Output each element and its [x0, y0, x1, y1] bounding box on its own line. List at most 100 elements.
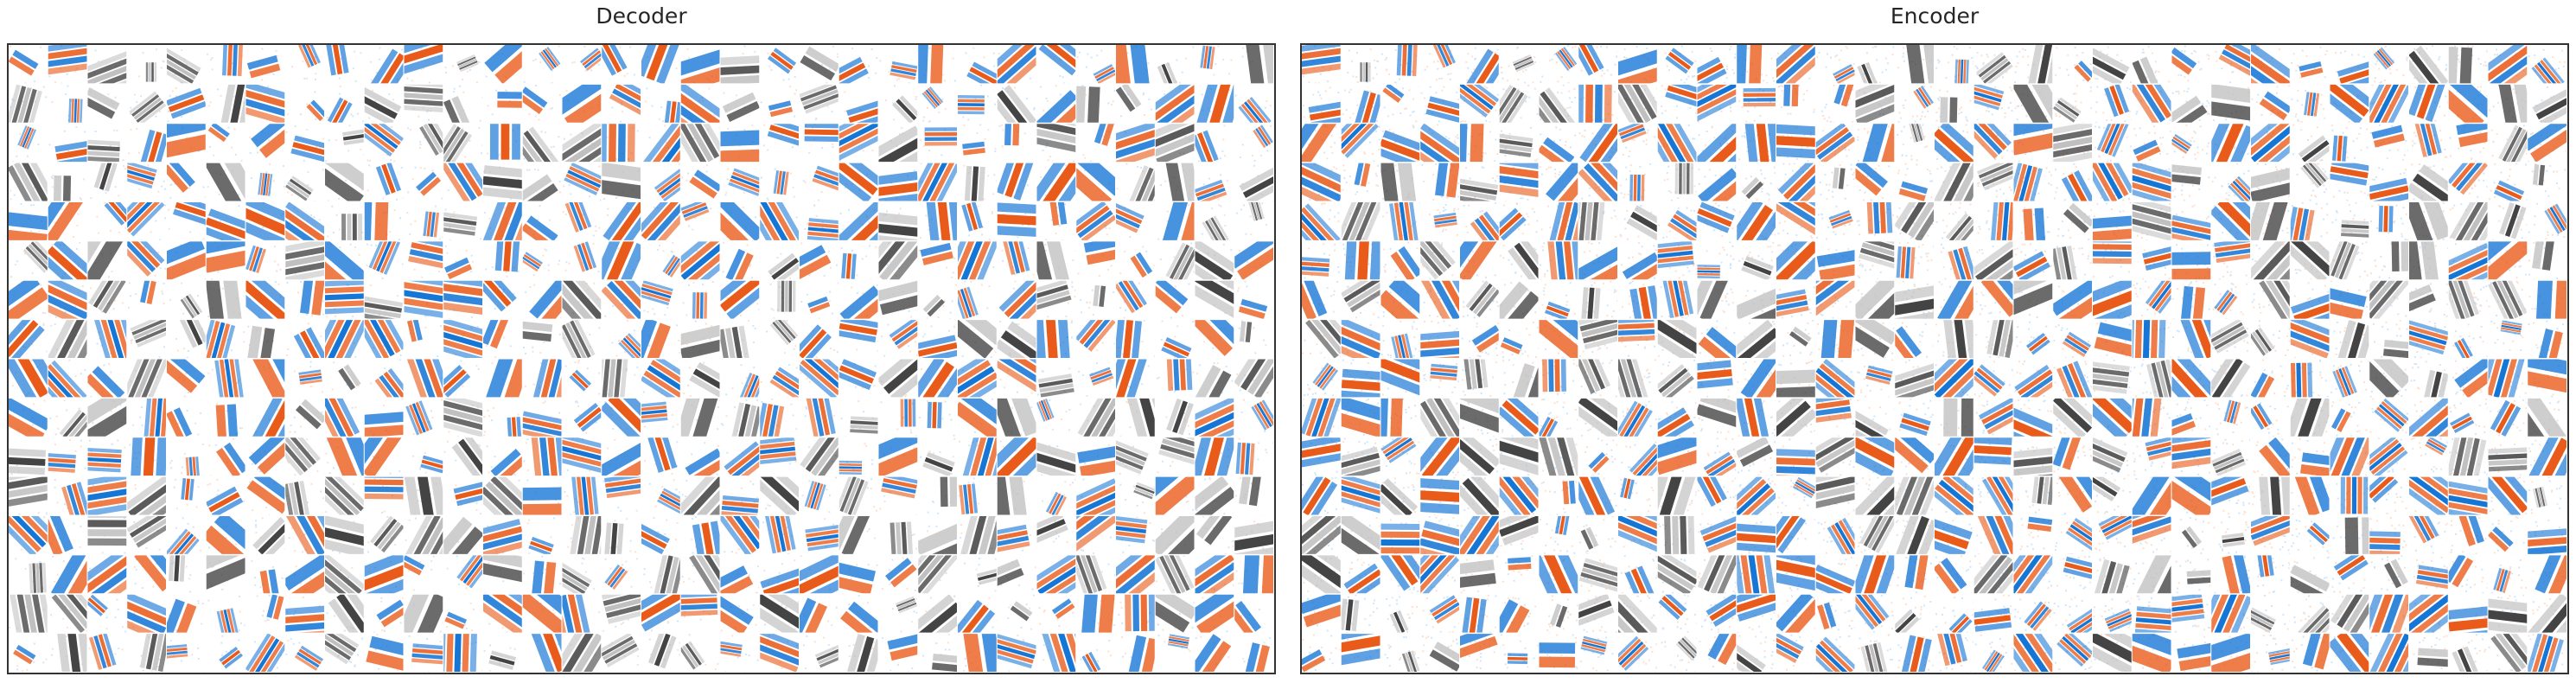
- filter-tile: [1077, 240, 1115, 278]
- filter-tile: [1697, 84, 1737, 123]
- filter-tile: [1937, 280, 1973, 319]
- filter-tile: [1776, 360, 1815, 398]
- filter-tile: [1460, 123, 1499, 163]
- filter-tile: [167, 240, 206, 280]
- filter-tile: [1973, 240, 2013, 280]
- filter-tile: [641, 123, 680, 163]
- filter-tile: [1657, 123, 1697, 163]
- filter-tile: [2330, 633, 2369, 672]
- filter-tile: [2214, 554, 2250, 594]
- filter-tile: [1578, 45, 1617, 77]
- filter-tile: [1237, 280, 1268, 319]
- filter-tile: [1738, 123, 1776, 163]
- filter-tile: [2013, 598, 2052, 631]
- filter-tile: [838, 359, 877, 391]
- filter-tile: [1579, 515, 1616, 554]
- filter-tile: [2053, 163, 2092, 201]
- filter-tile: [2291, 46, 2330, 79]
- filter-tile: [1460, 633, 1498, 670]
- filter-tile: [1234, 94, 1272, 123]
- filter-tile: [483, 644, 517, 672]
- filter-tile: [1121, 635, 1155, 672]
- filter-tile: [800, 324, 838, 358]
- filter-tile: [1895, 437, 1934, 476]
- filter-tile: [2093, 476, 2132, 515]
- filter-tile: [722, 241, 754, 280]
- filter-tile: [127, 280, 165, 309]
- filter-tile: [2211, 84, 2250, 123]
- filter-tile: [918, 554, 957, 594]
- filter-tile: [918, 163, 957, 201]
- filter-tile: [1460, 84, 1499, 123]
- filter-tile: [285, 125, 324, 163]
- filter-tile: [2448, 603, 2488, 633]
- filter-tile: [1236, 201, 1267, 236]
- filter-tile: [1776, 476, 1815, 515]
- filter-tile: [405, 399, 443, 436]
- filter-tile: [406, 319, 443, 358]
- filter-tile: [918, 359, 957, 398]
- filter-tile: [325, 319, 364, 358]
- filter-tile: [920, 201, 957, 240]
- filter-tile: [487, 123, 520, 161]
- filter-tile: [878, 280, 918, 318]
- filter-tile: [169, 444, 204, 476]
- filter-tile: [412, 452, 443, 474]
- filter-tile: [769, 280, 796, 319]
- filter-tile: [1578, 359, 1617, 398]
- filter-tile: [1738, 241, 1776, 280]
- filter-tile: [1935, 123, 1973, 163]
- filter-tile: [1697, 554, 1737, 594]
- filter-tile: [1578, 594, 1617, 633]
- filter-tile: [48, 359, 87, 398]
- filter-tile: [1302, 319, 1341, 358]
- filter-tile: [2215, 45, 2250, 84]
- filter-tile: [1420, 554, 1459, 594]
- filter-tile: [1618, 84, 1657, 123]
- filter-tile: [1240, 124, 1273, 162]
- filter-tile: [1155, 84, 1195, 123]
- filter-tile: [2409, 201, 2448, 240]
- filter-tile: [1195, 280, 1234, 319]
- filter-tile: [2251, 320, 2290, 357]
- filter-tile: [2488, 280, 2528, 319]
- filter-tile: [1776, 201, 1815, 239]
- filter-tile: [207, 45, 244, 77]
- filter-tile: [127, 515, 166, 551]
- filter-tile: [1578, 558, 1617, 593]
- filter-tile: [522, 555, 561, 594]
- filter-tile: [680, 320, 720, 358]
- filter-tile: [878, 240, 918, 280]
- filter-tile: [602, 398, 641, 437]
- filter-tile: [2448, 437, 2488, 476]
- filter-tile: [1940, 398, 1973, 437]
- filter-tile: [1116, 280, 1147, 319]
- filter-tile: [2369, 476, 2407, 514]
- filter-tile: [919, 400, 955, 437]
- decoder-filter-grid: [7, 43, 1276, 674]
- filter-tile: [364, 284, 404, 319]
- filter-tile: [285, 169, 324, 201]
- filter-tile: [1460, 555, 1499, 594]
- filter-tile: [838, 476, 877, 515]
- filter-tile: [2488, 45, 2528, 84]
- filter-tile: [1499, 597, 1537, 633]
- filter-tile: [2171, 437, 2211, 476]
- filter-tile: [1119, 246, 1155, 278]
- filter-tile: [1737, 282, 1776, 319]
- filter-tile: [1618, 515, 1657, 554]
- filter-tile: [483, 359, 522, 398]
- filter-tile: [364, 554, 404, 594]
- filter-tile: [1976, 163, 2013, 201]
- filter-tile: [2369, 84, 2408, 123]
- filter-tile: [880, 399, 917, 437]
- filter-tile: [527, 633, 562, 672]
- filter-tile: [840, 595, 878, 633]
- filter-tile: [1382, 201, 1420, 240]
- filter-tile: [2370, 204, 2408, 240]
- filter-tile: [1383, 241, 1420, 280]
- filter-tile: [1460, 166, 1499, 201]
- filter-tile: [54, 479, 87, 515]
- filter-tile: [9, 45, 48, 84]
- filter-tile: [1380, 45, 1418, 84]
